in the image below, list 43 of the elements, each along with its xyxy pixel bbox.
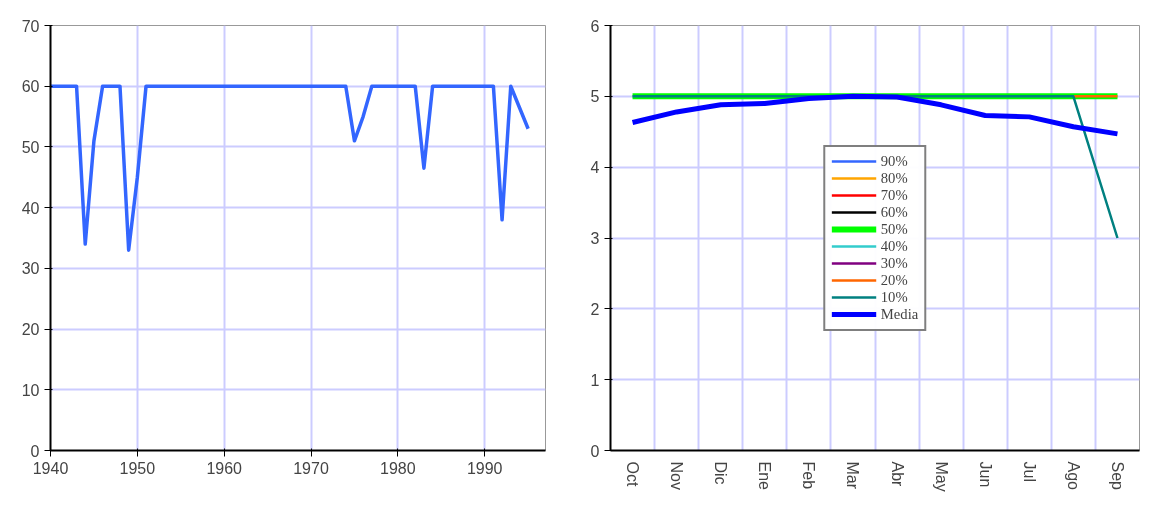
x-tick-label: Feb <box>800 461 818 490</box>
x-tick-label: 1960 <box>206 459 243 477</box>
y-tick-label: 70 <box>21 17 40 35</box>
x-tick-label: Jun <box>976 461 994 488</box>
x-tick-label: Ene <box>756 461 774 491</box>
x-tick-label: Abr <box>888 461 906 488</box>
x-tick-label: Dic <box>712 461 730 485</box>
y-tick-label: 4 <box>590 159 600 177</box>
y-tick-label: 60 <box>21 78 40 96</box>
x-tick-label: 1940 <box>32 459 69 477</box>
x-tick-label: Oct <box>624 461 642 487</box>
legend-label: 90% <box>880 152 908 170</box>
legend-label: 60% <box>880 203 908 221</box>
y-tick-label: 5 <box>590 88 600 106</box>
x-tick-label: Mar <box>844 461 862 490</box>
legend-label: 10% <box>880 288 908 306</box>
x-tick-label: Nov <box>668 461 686 490</box>
y-tick-label: 0 <box>590 442 600 460</box>
y-tick-label: 3 <box>590 230 600 247</box>
x-tick-label: Jul <box>1020 461 1038 482</box>
x-tick-label: 1990 <box>466 459 503 477</box>
y-tick-label: 6 <box>590 17 600 35</box>
y-tick-label: 1 <box>590 371 600 389</box>
legend-label: 50% <box>880 220 908 238</box>
y-tick-label: 10 <box>21 381 40 399</box>
x-tick-label: 1980 <box>380 459 416 477</box>
x-tick-label: 1950 <box>119 459 156 477</box>
y-tick-label: 2 <box>590 300 600 318</box>
legend-label: 40% <box>880 237 908 255</box>
x-tick-label: 1970 <box>293 459 329 477</box>
legend-label: 80% <box>880 169 908 187</box>
x-tick-label: Ago <box>1064 461 1082 491</box>
legend-label: 20% <box>880 271 908 289</box>
x-tick-label: Sep <box>1108 461 1126 491</box>
legend-label: 70% <box>880 186 908 204</box>
x-tick-label: May <box>932 461 950 492</box>
y-tick-label: 50 <box>21 138 40 156</box>
y-tick-label: 0 <box>30 442 40 460</box>
y-tick-label: 30 <box>21 260 40 278</box>
y-tick-label: 40 <box>21 199 40 217</box>
legend-label: 30% <box>880 254 908 272</box>
y-tick-label: 20 <box>21 321 40 339</box>
legend-label: Media <box>880 305 919 323</box>
